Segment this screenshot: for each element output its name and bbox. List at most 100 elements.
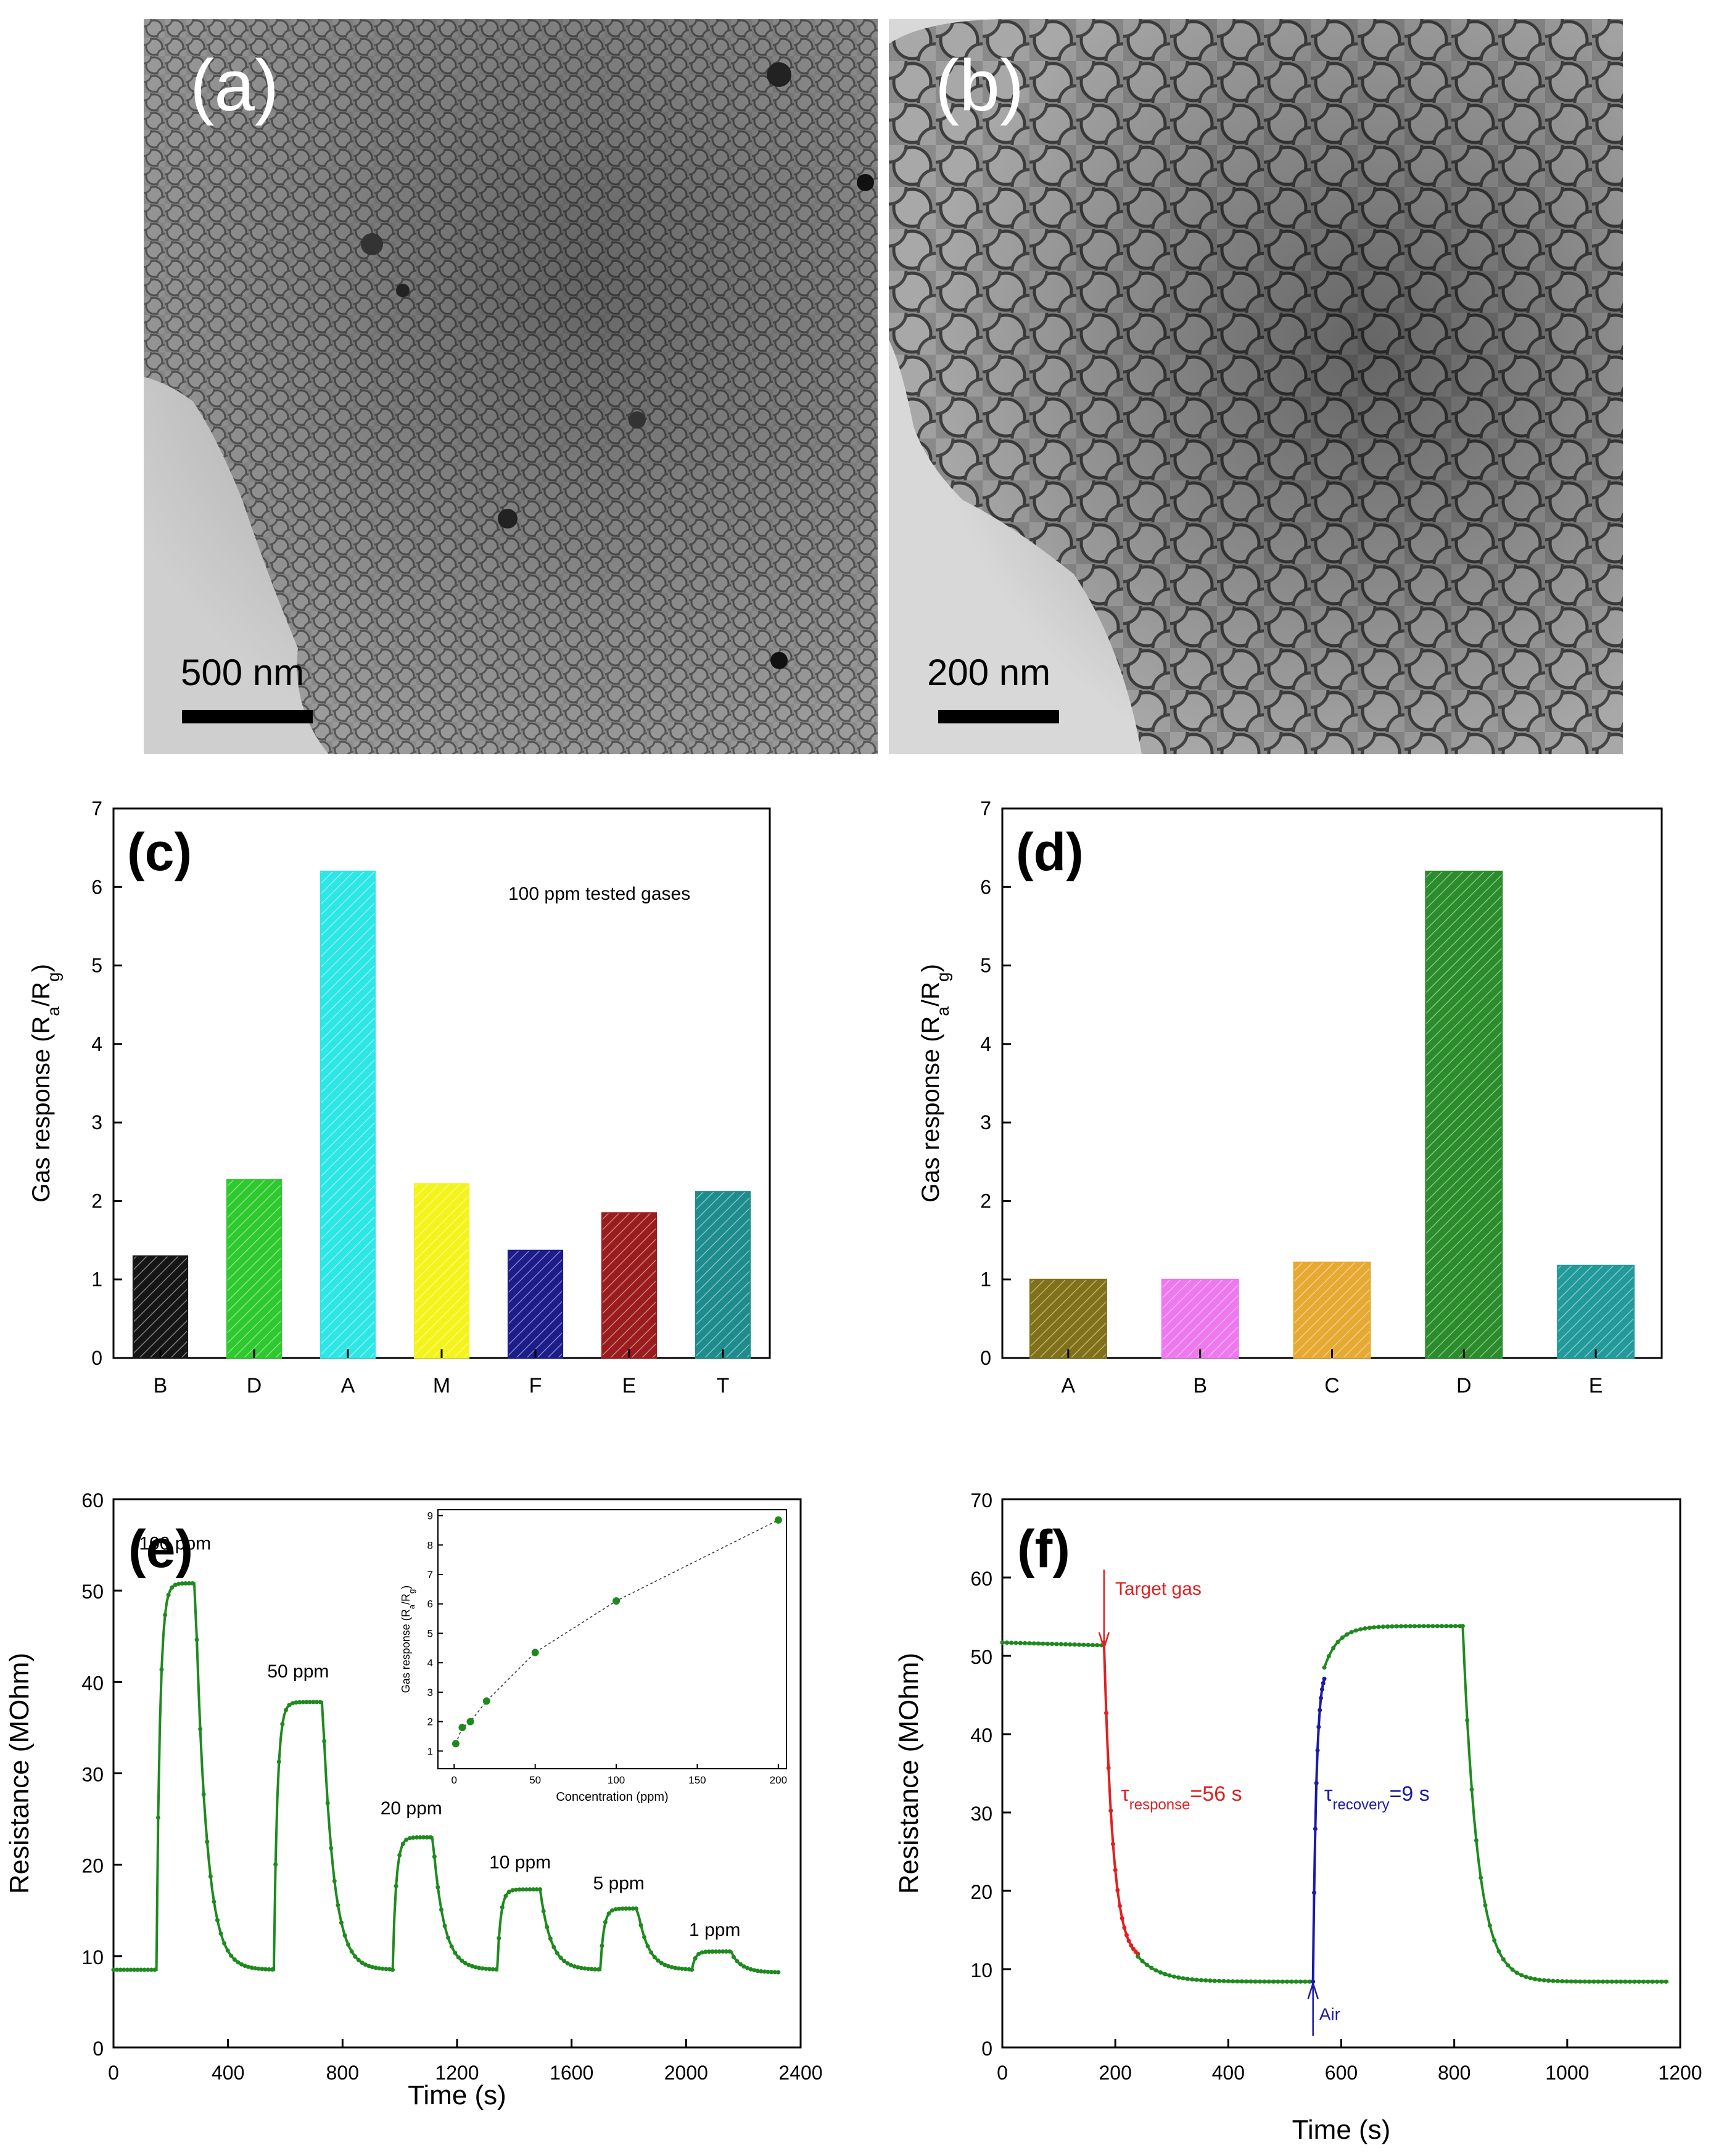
chart-c-ytick-label: 6	[91, 876, 102, 898]
chart-f-series-second-point	[1496, 1949, 1501, 1954]
chart-f-xtick-label: 400	[1212, 2062, 1245, 2084]
inset-point	[612, 1597, 621, 1605]
chart-e-xtick-label: 2400	[778, 2062, 822, 2084]
chart-e-series-point	[662, 1962, 667, 1967]
chart-f-series-second-point	[1349, 1630, 1354, 1635]
chart-e-series-point	[551, 1944, 556, 1949]
chart-e-series-point	[270, 1967, 275, 1972]
chart-e-series-point	[349, 1949, 354, 1954]
chart-e-series-point	[666, 1964, 671, 1969]
chart-f-series-low-point	[1176, 1975, 1181, 1980]
chart-e-series-point	[589, 1967, 594, 1972]
chart-e-series-point	[555, 1951, 559, 1956]
chart-f-series-low-point	[1153, 1968, 1158, 1973]
chart-c-bar-T	[695, 1191, 751, 1359]
chart-f-series-second-point	[1524, 1975, 1528, 1980]
chart-e-series-point	[600, 1943, 604, 1948]
chart-e-xtick-label: 800	[326, 2062, 359, 2084]
chart-f-series-baseline-point	[1063, 1642, 1068, 1647]
chart-f-series-baseline-point	[1068, 1642, 1073, 1647]
chart-c-ytick-label: 4	[91, 1033, 102, 1055]
chart-d-bar-A	[1029, 1278, 1107, 1359]
chart-e-series-point	[242, 1964, 247, 1969]
chart-f-series-recovery-point	[1315, 1748, 1320, 1753]
chart-f-xtick-label: 1200	[1658, 2062, 1702, 2084]
chart-f-series-second-point	[1619, 1979, 1623, 1984]
chart-f-series-baseline-point	[1031, 1641, 1036, 1646]
chart-e-series-point	[404, 1837, 409, 1842]
chart-d-ytick-label: 2	[980, 1190, 991, 1212]
chart-f-series-second-point	[1519, 1973, 1524, 1978]
chart-e-series-point	[342, 1933, 347, 1938]
chart-e-panel-label: (e)	[128, 1520, 193, 1579]
chart-e-series-point	[613, 1907, 618, 1912]
chart-c-bar-E	[601, 1212, 658, 1359]
air-arrowhead	[1307, 1980, 1319, 1999]
chart-f-series-low-point	[1253, 1979, 1258, 1984]
chart-f-series-low-point	[1190, 1977, 1195, 1982]
chart-f-ytick-label: 70	[970, 1489, 992, 1512]
chart-e-series-point	[638, 1923, 643, 1928]
chart-f-series-second-point	[1546, 1978, 1551, 1983]
chart-e-series-point	[194, 1637, 199, 1642]
chart-e-xtick-label: 1600	[550, 2062, 593, 2084]
chart-e-series-point	[521, 1887, 526, 1892]
chart-e-series-point	[246, 1964, 251, 1969]
chart-f-series-response-point	[1117, 1903, 1122, 1908]
chart-e-series-point	[159, 1667, 164, 1672]
chart-e-series-point	[676, 1966, 681, 1971]
chart-f-series-baseline-point	[1004, 1640, 1009, 1645]
chart-e-series-point	[442, 1924, 447, 1928]
chart-e-series-point	[617, 1906, 622, 1911]
chart-e-series-point	[656, 1958, 661, 1963]
chart-f-series-low-point	[1226, 1979, 1231, 1984]
chart-e-series-point	[218, 1931, 223, 1936]
chart-f-series-low-point	[1258, 1979, 1263, 1984]
chart-e-series-point	[128, 1967, 133, 1972]
chart-f-series-second-point	[1372, 1625, 1377, 1630]
chart-f-series-second-point	[1363, 1626, 1367, 1631]
chart-e-series-point	[215, 1918, 220, 1923]
chart-e-series-point	[205, 1840, 210, 1845]
chart-e-series-point	[322, 1738, 327, 1743]
chart-f-series-low-point	[1203, 1978, 1208, 1983]
chart-f-series-low-point	[1303, 1979, 1308, 1984]
chart-f-series-second-point	[1469, 1787, 1474, 1792]
chart-e-series-point	[649, 1950, 654, 1955]
chart-e-series-point	[125, 1967, 130, 1972]
chart-f-series-second-point	[1474, 1838, 1479, 1843]
chart-c-ytick-label: 2	[91, 1190, 102, 1212]
chart-c-annotation: 100 ppm tested gases	[508, 884, 690, 904]
chart-e-series-point	[179, 1581, 184, 1586]
chart-e-series-point	[346, 1942, 351, 1947]
chart-f-series-recovery-point	[1321, 1681, 1326, 1685]
chart-e-series-point	[565, 1961, 570, 1966]
chart-f-series-low-point	[1307, 1979, 1312, 1984]
chart-e-series-point	[170, 1585, 175, 1590]
chart-c-bar-D	[226, 1179, 283, 1359]
chart-e-series-point	[755, 1969, 760, 1973]
chart-e-series-point	[294, 1700, 299, 1705]
chart-f-series-low-point	[1208, 1978, 1213, 1983]
chart-e-xlabel: Time (s)	[408, 2080, 506, 2110]
chart-e-series-point	[735, 1959, 740, 1964]
chart-f-series-second-point	[1654, 1979, 1659, 1984]
chart-f-ytick-label: 30	[970, 1803, 992, 1825]
chart-e-series-point	[380, 1966, 385, 1971]
chart-e-series-point	[155, 1815, 160, 1820]
chart-e-series-point	[606, 1911, 611, 1916]
chart-e-series-point	[534, 1887, 539, 1892]
chart-d-ytick-label: 3	[980, 1111, 991, 1134]
chart-f-series-baseline-point	[1013, 1640, 1018, 1645]
chart-e-series-point	[232, 1957, 237, 1962]
chart-e-xtick-label: 400	[212, 2062, 244, 2084]
chart-e-series-point	[610, 1908, 615, 1913]
chart-e-series-point	[527, 1887, 532, 1892]
tem-image-a: (a) 500 nm	[144, 19, 878, 754]
chart-e-series-point	[263, 1967, 268, 1972]
chart-f-series-response-point	[1104, 1711, 1109, 1716]
chart-e-series-point	[297, 1700, 302, 1705]
chart-f-series-low-point	[1244, 1979, 1249, 1984]
chart-f-series-second-point	[1623, 1979, 1628, 1984]
chart-e-series-point	[714, 1949, 719, 1954]
